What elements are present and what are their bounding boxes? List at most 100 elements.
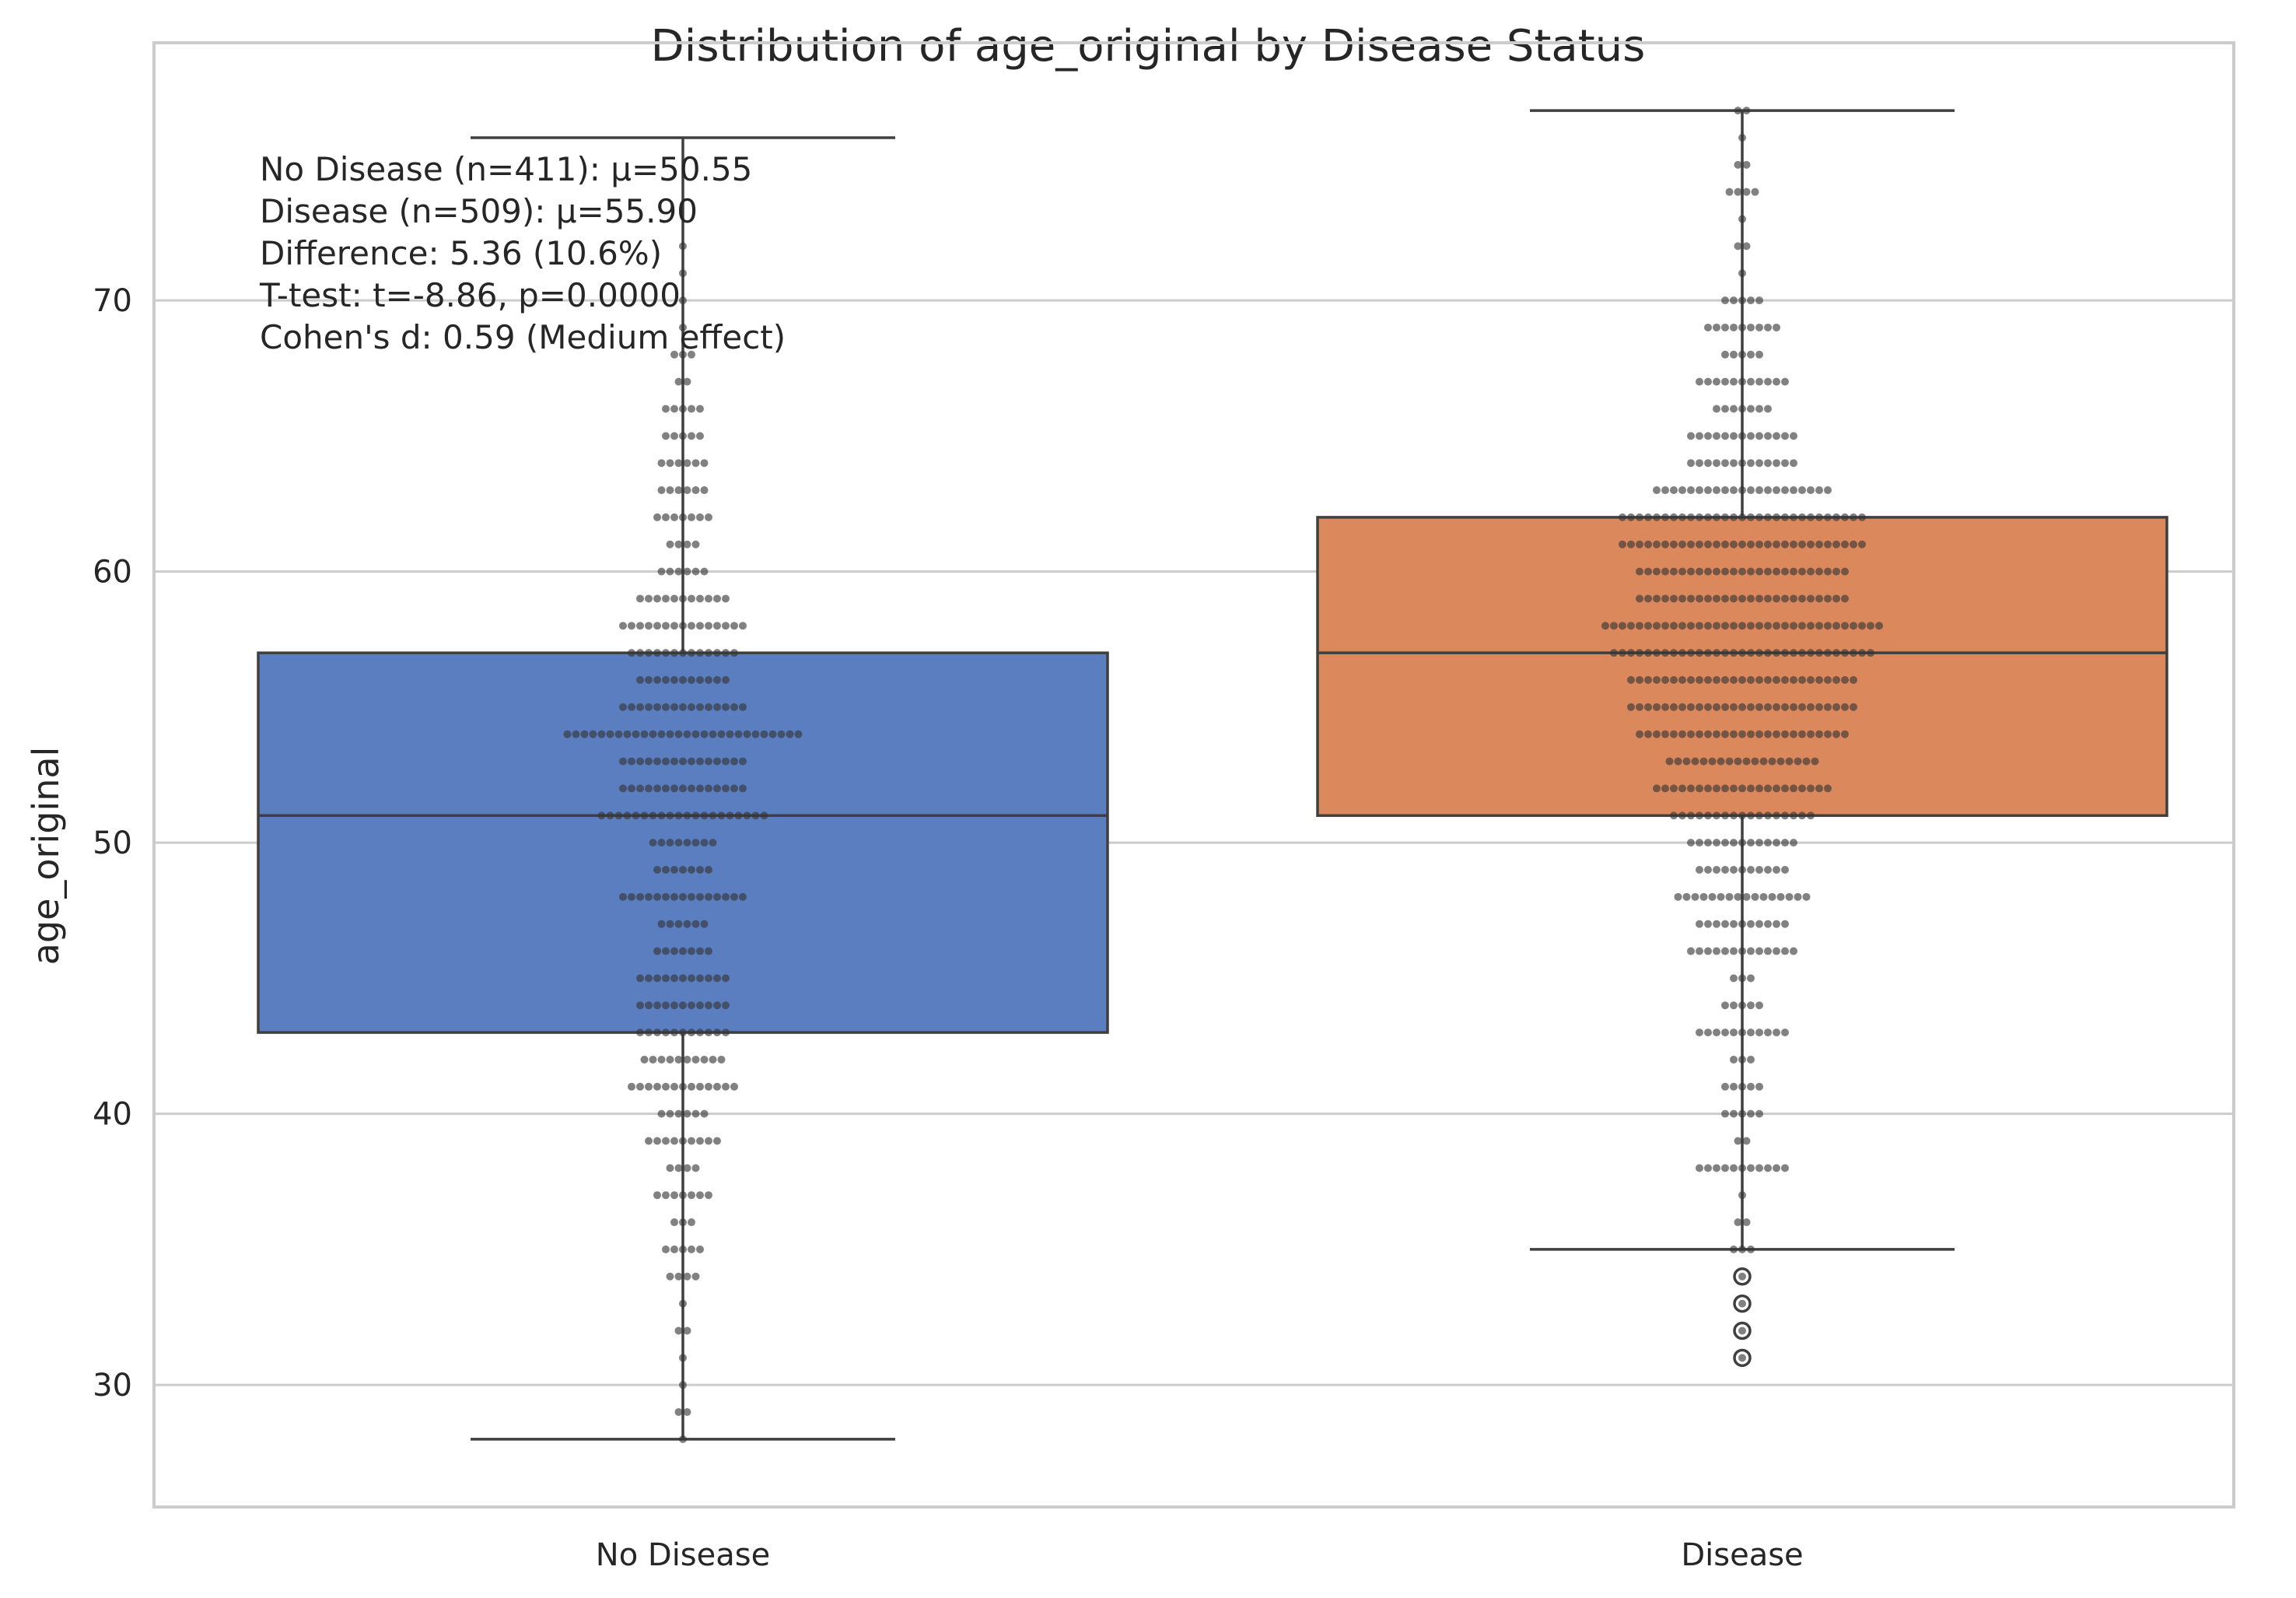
swarm-point: [1785, 892, 1794, 901]
swarm-point: [645, 622, 653, 630]
swarm-point: [666, 730, 674, 738]
swarm-point: [1773, 920, 1780, 928]
swarm-point: [1636, 676, 1643, 685]
swarm-point: [1755, 1082, 1763, 1091]
swarm-point: [670, 350, 678, 359]
swarm-point: [1696, 567, 1703, 576]
swarm-point: [1755, 323, 1763, 331]
swarm-point: [683, 540, 691, 548]
swarm-point: [662, 405, 670, 413]
swarm-point: [674, 567, 683, 576]
swarm-point: [1721, 567, 1729, 576]
swarm-point: [683, 1109, 691, 1118]
swarm-point: [688, 1245, 695, 1253]
swarm-point: [722, 784, 730, 793]
swarm-point: [1730, 1082, 1738, 1091]
swarm-point: [1790, 486, 1797, 495]
swarm-point: [722, 1001, 730, 1010]
swarm-point: [670, 432, 678, 440]
swarm-point: [1747, 1055, 1755, 1064]
swarm-point: [1713, 811, 1720, 820]
swarm-point: [679, 323, 687, 331]
swarm-point: [1738, 1164, 1746, 1172]
swarm-point: [657, 459, 666, 468]
swarm-point: [777, 730, 786, 738]
swarm-point: [1636, 594, 1643, 603]
swarm-point: [713, 784, 721, 793]
swarm-point: [1653, 784, 1661, 793]
swarm-point: [636, 1029, 644, 1037]
swarm-point: [1670, 730, 1678, 738]
swarm-point: [1798, 486, 1806, 495]
swarm-point: [709, 839, 717, 847]
swarm-point: [1807, 703, 1815, 711]
swarm-point: [1781, 676, 1789, 685]
swarm-point: [1747, 323, 1755, 331]
swarm-point: [1601, 622, 1609, 630]
swarm-point: [1755, 1164, 1763, 1172]
swarm-point: [739, 703, 747, 711]
swarm-point: [1704, 432, 1712, 440]
swarm-point: [722, 974, 730, 983]
swarm-point: [653, 1082, 661, 1091]
swarm-point: [688, 513, 695, 521]
swarm-point: [1773, 730, 1780, 738]
swarm-point: [1738, 974, 1746, 983]
swarm-point: [1858, 649, 1866, 657]
swarm-point: [670, 405, 678, 413]
swarm-point: [1764, 703, 1772, 711]
swarm-point: [1721, 730, 1729, 738]
swarm-point: [1773, 1029, 1780, 1037]
swarm-point: [1653, 540, 1661, 548]
swarm-point: [1661, 703, 1669, 711]
swarm-point: [691, 811, 700, 820]
swarm-point: [1747, 405, 1755, 413]
swarm-point: [696, 649, 704, 657]
swarm-point: [666, 920, 674, 928]
swarm-point: [713, 892, 721, 901]
swarm-point: [666, 459, 674, 468]
swarm-point: [614, 730, 623, 738]
swarm-point: [1696, 839, 1703, 847]
swarm-point: [1730, 649, 1738, 657]
swarm-point: [1708, 757, 1717, 766]
swarm-point: [1773, 323, 1780, 331]
swarm-point: [1747, 486, 1755, 495]
swarm-point: [1807, 540, 1815, 548]
swarm-point: [691, 1164, 700, 1172]
swarm-point: [1730, 1164, 1738, 1172]
swarm-point: [1661, 513, 1669, 521]
swarm-point: [1730, 784, 1738, 793]
swarm-point: [645, 649, 653, 657]
swarm-point: [670, 892, 678, 901]
swarm-point: [1713, 459, 1720, 468]
swarm-point: [619, 892, 627, 901]
swarm-point: [726, 730, 734, 738]
swarm-point: [1747, 432, 1755, 440]
swarm-point: [632, 730, 640, 738]
swarm-point: [726, 811, 734, 820]
swarm-point: [705, 622, 712, 630]
plot-area: 30 40 50 60 70 No Disease Disease: [93, 41, 2235, 1573]
annotation-line: T-test: t=-8.86, p=0.0000: [259, 276, 681, 314]
swarm-point: [679, 649, 687, 657]
swarm-point: [679, 757, 687, 766]
swarm-point: [1755, 486, 1763, 495]
swarm-point: [1636, 649, 1643, 657]
swarm-point: [1832, 703, 1840, 711]
swarm-point: [1738, 1272, 1746, 1281]
swarm-point: [1773, 540, 1780, 548]
swarm-point: [1687, 703, 1695, 711]
swarm-point: [1807, 594, 1815, 603]
swarm-point: [1713, 594, 1720, 603]
swarm-point: [662, 703, 670, 711]
swarm-point: [1730, 323, 1738, 331]
swarm-point: [705, 703, 712, 711]
swarm-point: [645, 974, 653, 983]
y-tick-label: 50: [93, 825, 132, 861]
swarm-point: [683, 1055, 691, 1064]
swarm-point: [688, 865, 695, 874]
swarm-point: [1773, 649, 1780, 657]
swarm-point: [683, 1408, 691, 1417]
swarm-point: [1815, 703, 1823, 711]
